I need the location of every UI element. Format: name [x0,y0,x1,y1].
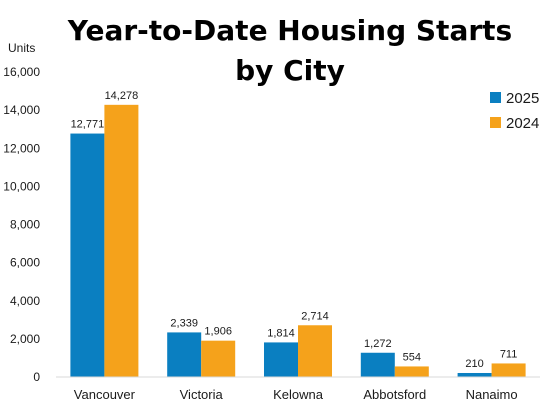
legend: 2025 2024 [490,90,539,132]
y-axis: 0 2,000 4,000 6,000 8,000 10,000 12,000 14,000 1… [3,65,40,384]
x-category-label: Kelowna [273,387,324,402]
bar-2025-victoria [167,332,202,377]
y-tick-label: 10,000 [3,179,40,193]
y-tick-label: 16,000 [3,65,40,79]
data-label-2024-victoria: 1,906 [204,326,232,338]
data-label-2025-nanaimo: 210 [465,358,483,370]
legend-label-2024: 2024 [506,115,539,132]
chart-title-line-1: Year-to-Date Housing Starts [67,14,512,47]
data-label-2024-nanaimo: 711 [500,348,518,360]
bar-2024-nanaimo [491,363,526,377]
x-category-label: Victoria [180,387,224,402]
bar-2024-kelowna [298,325,332,377]
data-label-2025-vancouver: 12,771 [71,119,105,131]
bar-2025-vancouver [70,133,105,377]
y-tick-label: 4,000 [10,294,40,308]
bar-2025-nanaimo [457,372,492,377]
y-tick-label: 6,000 [10,256,40,270]
x-category-label: Abbotsford [363,387,426,402]
y-tick-label: 12,000 [3,141,40,155]
x-category-label: Nanaimo [466,387,518,402]
y-tick-label: 0 [33,370,40,384]
x-axis: Vancouver Victoria Kelowna Abbotsford Nanaim… [56,376,540,402]
data-label-2024-kelowna: 2,714 [301,310,329,322]
bars-group [70,104,526,377]
bar-2025-kelowna [264,342,298,377]
data-label-2024-vancouver: 14,278 [105,90,139,102]
x-category-label: Vancouver [74,387,136,402]
legend-label-2025: 2025 [506,90,539,107]
y-tick-label: 14,000 [3,103,40,117]
bar-2024-victoria [201,340,236,377]
y-tick-label: 8,000 [10,218,40,232]
data-label-2025-abbotsford: 1,272 [364,338,392,350]
legend-swatch-2025 [490,92,501,103]
data-label-2024-abbotsford: 554 [403,351,421,363]
bar-2024-abbotsford [394,366,429,377]
bar-2024-vancouver [104,104,139,377]
data-labels-group: 12,771 14,278 2,339 1,906 1,814 2,714 1,272 554… [71,90,518,370]
data-label-2025-victoria: 2,339 [170,317,198,329]
chart-title-line-2: by City [235,54,345,87]
y-tick-label: 2,000 [10,332,40,346]
y-axis-unit-label: Units [8,41,35,55]
legend-swatch-2024 [490,117,501,128]
bar-2025-abbotsford [360,352,395,377]
data-label-2025-kelowna: 1,814 [267,327,295,339]
